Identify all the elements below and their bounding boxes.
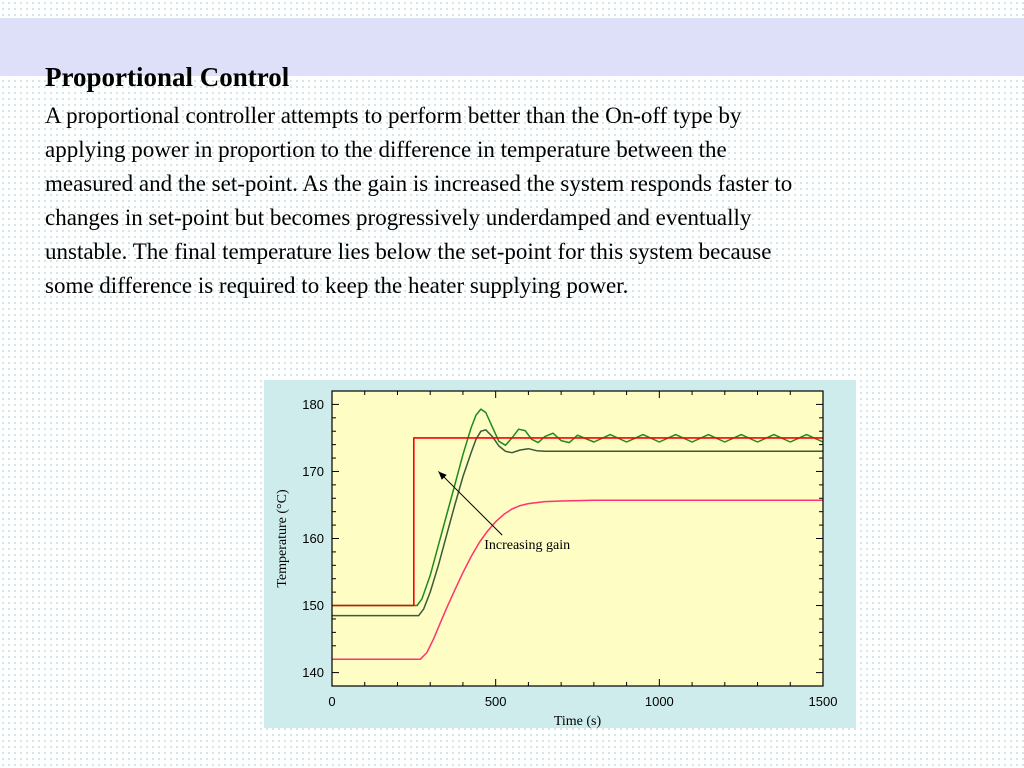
annotation-arrowhead xyxy=(438,471,447,480)
body-line: A proportional controller attempts to pe… xyxy=(45,103,742,128)
body-line: measured and the set-point. As the gain … xyxy=(45,171,793,196)
setpoint-line xyxy=(332,437,823,607)
header-band xyxy=(0,18,1024,76)
annotation: Increasing gain xyxy=(438,471,570,553)
body-line: some difference is required to keep the … xyxy=(45,273,629,298)
low-gain-line xyxy=(332,499,823,660)
x-tick-label: 500 xyxy=(485,694,507,709)
series-lines xyxy=(332,408,824,660)
y-tick-label: 160 xyxy=(302,531,324,546)
annotation-label: Increasing gain xyxy=(484,538,570,553)
y-axis-label: Temperature (°C) xyxy=(275,489,290,588)
body-line: changes in set-point but becomes progres… xyxy=(45,205,752,230)
y-tick-label: 140 xyxy=(302,665,324,680)
x-tick-label: 1000 xyxy=(645,694,674,709)
slide-body: A proportional controller attempts to pe… xyxy=(45,99,1005,303)
chart-figure: 140 150 160 170 180 0 500 1000 1500 Increasing g… xyxy=(264,380,856,728)
slide-title: Proportional Control xyxy=(45,62,290,92)
temperature-chart: 140 150 160 170 180 0 500 1000 1500 Increasing g… xyxy=(275,390,838,728)
x-tick-label: 1500 xyxy=(809,694,838,709)
x-tick-label: 0 xyxy=(328,694,335,709)
x-axis-label: Time (s) xyxy=(554,714,602,728)
y-tick-label: 150 xyxy=(302,598,324,613)
y-tick-label: 180 xyxy=(302,397,324,412)
body-line: applying power in proportion to the diff… xyxy=(45,137,727,162)
mid-gain-line xyxy=(332,429,823,617)
annotation-arrow xyxy=(438,471,503,536)
y-tick-label: 170 xyxy=(302,464,324,479)
plot-frame xyxy=(331,390,824,687)
high-gain-line xyxy=(332,408,824,607)
body-line: unstable. The final temperature lies bel… xyxy=(45,239,772,264)
axis-ticks: 140 150 160 170 180 0 500 1000 1500 xyxy=(302,390,838,709)
